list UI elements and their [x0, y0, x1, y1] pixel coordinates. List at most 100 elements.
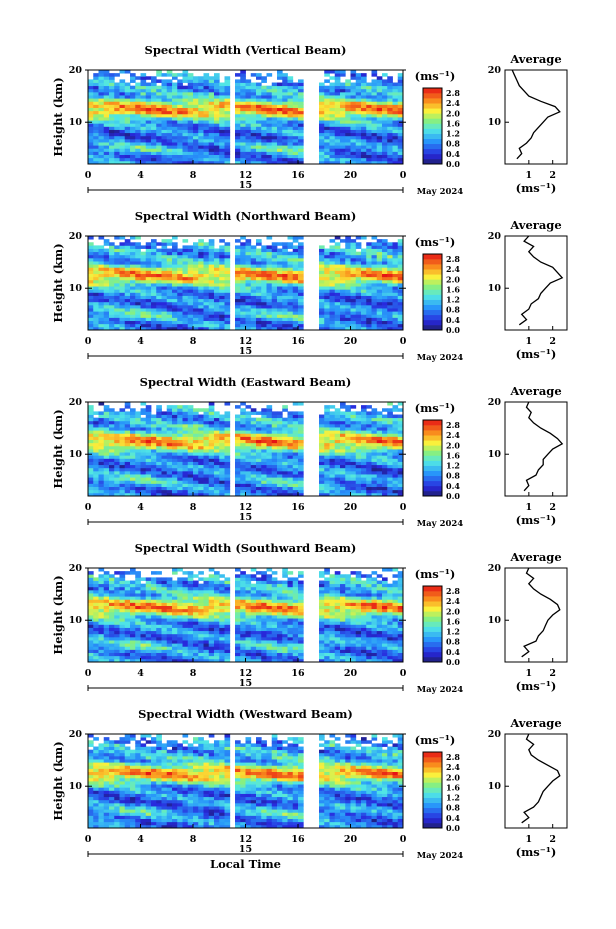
x-tick-label: 16 [291, 668, 305, 679]
x-tick-label: 0 [85, 668, 92, 679]
date-label: May 2024 [417, 851, 464, 861]
date-marker: 15 [239, 678, 252, 689]
average-profile-line [523, 401, 564, 492]
average-x-tick-label: 1 [526, 502, 533, 513]
average-x-tick-label: 1 [526, 170, 533, 181]
x-tick-label: 12 [239, 834, 252, 845]
colorbar-tick-label: 2.8 [446, 420, 460, 430]
y-tick-label: 20 [69, 729, 83, 740]
colorbar [422, 751, 443, 829]
colorbar-tick-label: 0.4 [446, 647, 460, 657]
y-tick-label: 10 [69, 283, 83, 294]
colorbar-tick-label: 0.0 [446, 159, 460, 169]
average-x-tick-label: 2 [549, 502, 556, 513]
x-tick-label: 20 [344, 834, 358, 845]
y-axis-label: Height (km) [51, 575, 65, 654]
panel-title: Spectral Width (Northward Beam) [135, 209, 357, 223]
x-tick-label: 12 [239, 336, 252, 347]
average-profile-line [521, 567, 561, 658]
y-tick-label: 10 [69, 615, 83, 626]
colorbar-tick-label: 2.0 [446, 440, 460, 450]
average-y-tick-label: 20 [488, 563, 502, 574]
date-label: May 2024 [417, 685, 464, 695]
average-title: Average [509, 550, 561, 564]
colorbar-tick-label: 2.4 [446, 264, 460, 274]
colorbar-tick-label: 2.0 [446, 606, 460, 616]
y-axis-label: Height (km) [51, 741, 65, 820]
average-x-tick-label: 1 [526, 336, 533, 347]
panel-4: Spectral Width (Southward Beam)2010Heigh… [51, 541, 568, 695]
date-label: May 2024 [417, 353, 464, 363]
x-tick-label: 4 [137, 834, 144, 845]
x-tick-label: 8 [190, 336, 197, 347]
average-profile-line [521, 733, 561, 824]
date-marker: 15 [239, 346, 252, 357]
average-x-tick-label: 2 [549, 668, 556, 679]
y-axis-label: Height (km) [51, 409, 65, 488]
x-tick-label: 16 [291, 834, 305, 845]
x-tick-label: 0 [85, 502, 92, 513]
colorbar-unit: (ms⁻¹) [415, 567, 456, 581]
average-x-label: (ms⁻¹) [516, 513, 557, 527]
colorbar [422, 585, 443, 663]
colorbar-frame [422, 751, 443, 829]
colorbar-tick-label: 0.8 [446, 471, 460, 481]
average-profile-line [511, 69, 561, 160]
x-tick-label: 20 [344, 336, 358, 347]
colorbar-tick-label: 0.0 [446, 657, 460, 667]
average-title: Average [509, 52, 561, 66]
y-tick-label: 20 [69, 397, 83, 408]
x-tick-label: 0 [400, 170, 407, 181]
x-tick-label: 0 [400, 502, 407, 513]
average-x-tick-label: 1 [526, 668, 533, 679]
average-frame [504, 235, 568, 331]
average-frame [504, 401, 568, 497]
average-y-tick-label: 10 [488, 283, 502, 294]
average-x-label: (ms⁻¹) [516, 181, 557, 195]
colorbar-tick-label: 1.6 [446, 782, 460, 792]
date-marker: 15 [239, 180, 252, 191]
colorbar-tick-label: 2.8 [446, 752, 460, 762]
x-tick-label: 4 [137, 668, 144, 679]
y-axis-label: Height (km) [51, 243, 65, 322]
colorbar-tick-label: 2.0 [446, 772, 460, 782]
average-x-label: (ms⁻¹) [516, 347, 557, 361]
colorbar-tick-label: 2.8 [446, 586, 460, 596]
average-frame [504, 567, 568, 663]
y-tick-label: 10 [69, 449, 83, 460]
colorbar-tick-label: 2.8 [446, 88, 460, 98]
colorbar-tick-label: 2.4 [446, 596, 460, 606]
x-tick-label: 8 [190, 834, 197, 845]
panel-title: Spectral Width (Vertical Beam) [145, 43, 347, 57]
colorbar-tick-label: 1.2 [446, 793, 460, 803]
x-tick-label: 0 [400, 336, 407, 347]
x-tick-label: 16 [291, 502, 305, 513]
colorbar-tick-label: 0.8 [446, 637, 460, 647]
x-tick-label: 12 [239, 170, 252, 181]
y-tick-label: 20 [69, 231, 83, 242]
x-tick-label: 4 [137, 502, 144, 513]
date-label: May 2024 [417, 519, 464, 529]
colorbar-tick-label: 2.0 [446, 274, 460, 284]
x-tick-label: 12 [239, 502, 252, 513]
x-tick-label: 20 [344, 170, 358, 181]
colorbar-tick-label: 2.4 [446, 98, 460, 108]
colorbar-tick-label: 1.6 [446, 284, 460, 294]
x-tick-label: 8 [190, 502, 197, 513]
colorbar-frame [422, 585, 443, 663]
average-profile-line [518, 235, 564, 326]
average-frame [504, 69, 568, 165]
average-x-tick-label: 2 [549, 170, 556, 181]
x-tick-label: 16 [291, 170, 305, 181]
colorbar-tick-label: 0.8 [446, 803, 460, 813]
x-tick-label: 12 [239, 668, 252, 679]
average-y-tick-label: 10 [488, 781, 502, 792]
colorbar-tick-label: 1.2 [446, 627, 460, 637]
average-title: Average [509, 716, 561, 730]
average-frame [504, 733, 568, 829]
colorbar-tick-label: 1.2 [446, 295, 460, 305]
colorbar-tick-label: 0.4 [446, 813, 460, 823]
colorbar-tick-label: 0.4 [446, 481, 460, 491]
panel-title: Spectral Width (Eastward Beam) [140, 375, 352, 389]
